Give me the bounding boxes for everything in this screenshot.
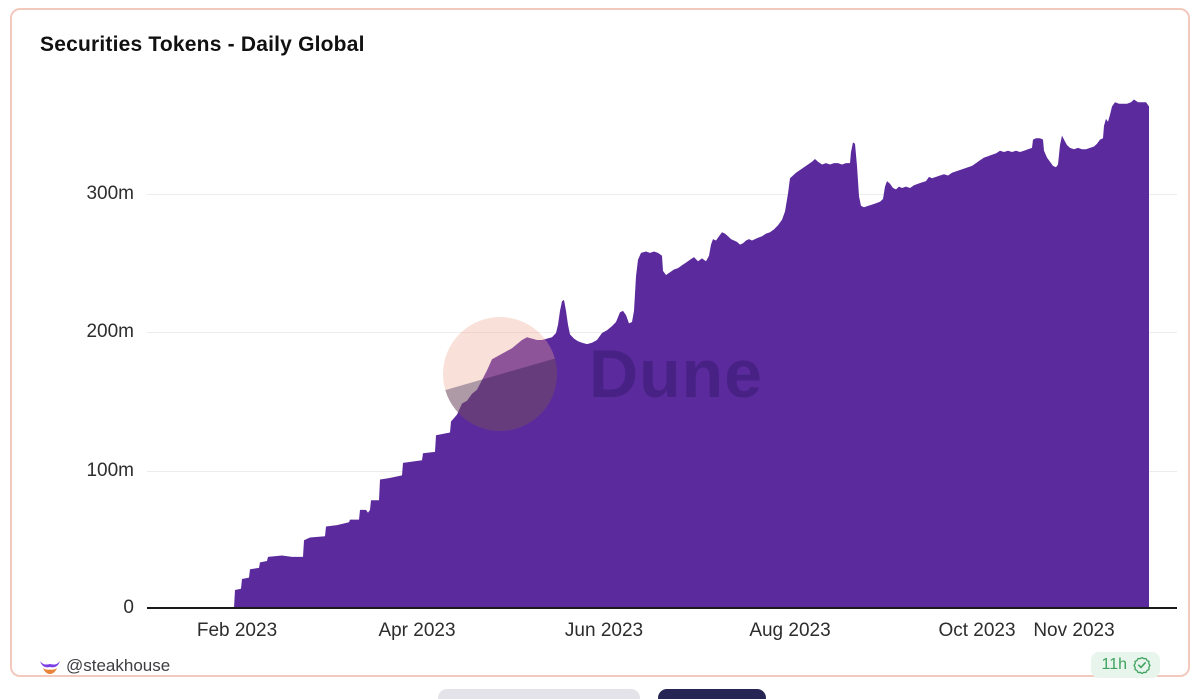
steakhouse-bull-icon (39, 660, 61, 680)
x-tick-label: Oct 2023 (938, 620, 1016, 641)
dune-watermark-text: Dune (589, 336, 763, 412)
dune-logo-watermark-icon (443, 317, 557, 431)
verified-check-icon (1133, 656, 1151, 674)
y-tick-label: 300m (86, 182, 134, 204)
x-tick-label: Apr 2023 (378, 620, 456, 641)
dune-logo-wave (443, 354, 557, 431)
x-tick-label: Aug 2023 (749, 620, 831, 641)
freshness-badge[interactable]: 11h (1091, 652, 1160, 678)
y-tick-label: 200m (86, 321, 134, 342)
partial-button-light[interactable] (438, 689, 640, 699)
x-tick-label: Jun 2023 (564, 620, 644, 641)
author-handle[interactable]: @steakhouse (66, 656, 171, 675)
x-axis-line (147, 607, 1177, 609)
area-series (147, 99, 1149, 608)
chart-card: Securities Tokens - Daily Global Dune 0 1… (10, 8, 1190, 680)
y-tick-label: 0 (123, 597, 134, 618)
freshness-badge-label: 11h (1101, 656, 1127, 673)
partial-button-dark[interactable] (658, 689, 766, 699)
gridline-300m (147, 193, 1177, 195)
x-tick-label: Feb 2023 (196, 620, 278, 641)
y-tick-label: 100m (86, 459, 134, 481)
x-tick-label: Nov 2023 (1033, 620, 1115, 641)
chart-title: Securities Tokens - Daily Global (40, 33, 365, 56)
